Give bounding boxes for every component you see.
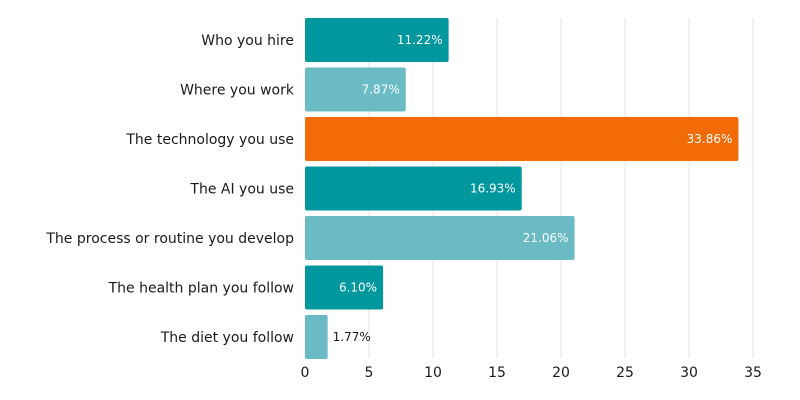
data-label: 11.22% [397,33,443,47]
data-label: 33.86% [687,132,733,146]
x-tick-label: 5 [365,365,374,381]
x-tick-label: 30 [680,365,698,381]
category-label: Who you hire [201,33,294,49]
data-label: 16.93% [470,182,516,196]
category-label: The technology you use [125,132,294,148]
category-label: Where you work [180,83,295,99]
x-tick-label: 20 [552,365,570,381]
data-label: 6.10% [339,281,377,295]
bar [305,117,739,161]
bar [305,67,406,112]
data-label: 21.06% [523,231,569,245]
category-label: The AI you use [189,182,294,198]
data-label: 7.87% [362,83,400,97]
bar [305,166,522,211]
data-label: 1.77% [333,330,371,344]
bars [305,18,739,359]
x-tick-label: 10 [424,365,442,381]
x-tick-label: 0 [301,365,310,381]
bar [305,315,328,359]
bar [305,265,384,310]
category-label: The health plan you follow [108,281,294,297]
category-label: The process or routine you develop [45,231,294,247]
bar [305,216,575,260]
value-labels: 11.22% 7.87% 33.86% 16.93% 21.06% 6.10% 1.77% [333,33,733,344]
x-tick-label: 15 [488,365,506,381]
category-label: The diet you follow [160,330,294,346]
bar [305,18,449,62]
category-labels: Who you hire Where you work The technology… [45,33,295,346]
x-tick-label: 25 [616,365,634,381]
x-tick-label: 35 [744,365,762,381]
x-axis-ticks: 0 5 10 15 20 25 30 35 [301,365,762,381]
